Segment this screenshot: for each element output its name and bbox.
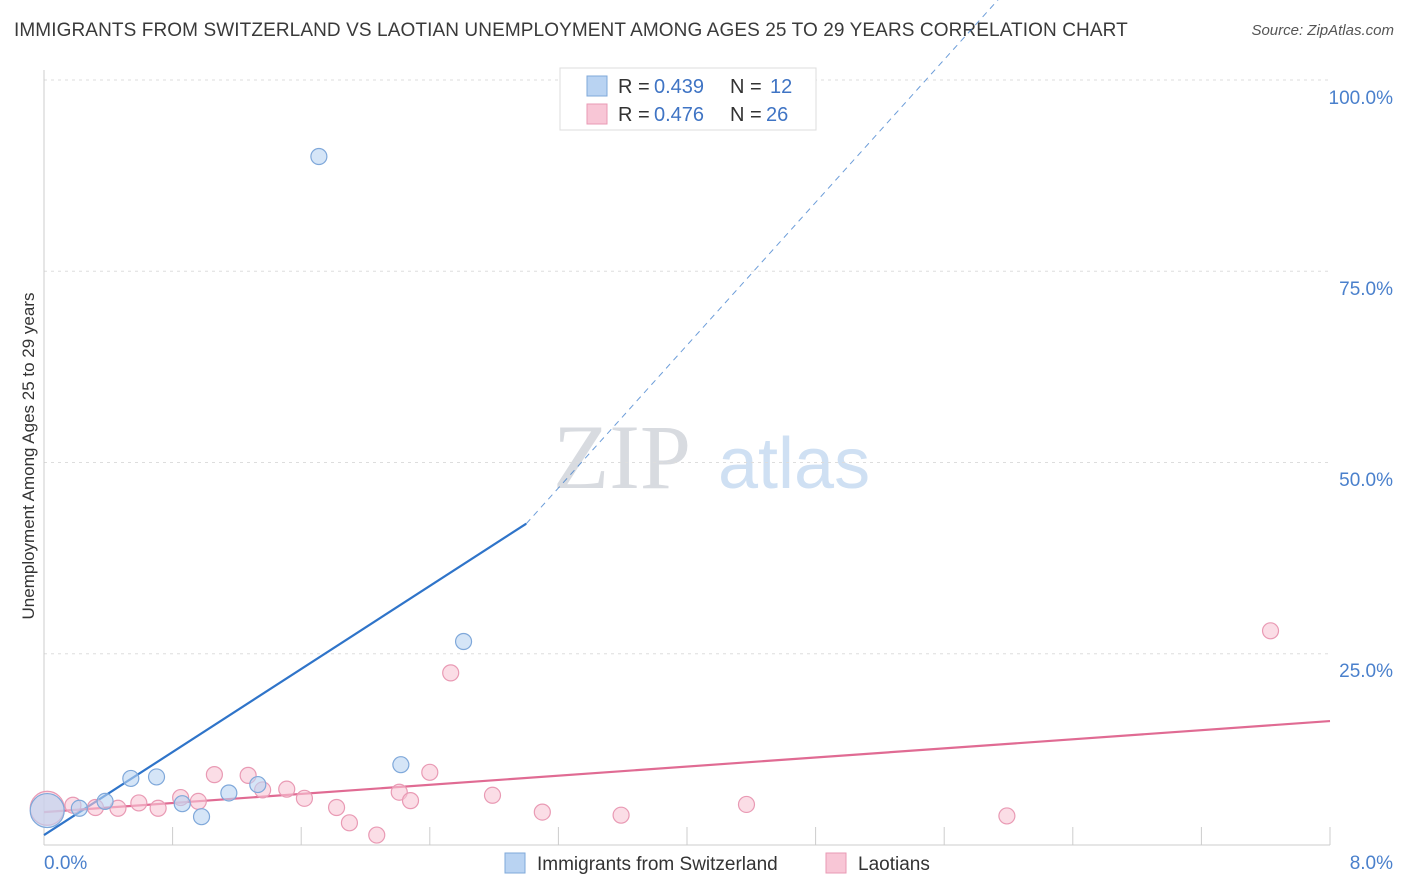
point-laotians: [205, 766, 223, 784]
point-laotians: [421, 763, 439, 781]
point-laotians: [998, 807, 1016, 825]
watermark-zip: ZIP: [553, 406, 691, 508]
point-switzerland: [147, 768, 166, 786]
x-tick-label-min: 0.0%: [44, 853, 87, 874]
point-laotians: [340, 814, 359, 832]
y-axis-label: Unemployment Among Ages 25 to 29 years: [19, 293, 38, 620]
point-switzerland: [70, 799, 88, 817]
point-laotians: [149, 799, 167, 817]
point-switzerland: [173, 795, 191, 813]
point-switzerland: [220, 784, 238, 802]
point-laotians: [327, 798, 346, 817]
legend-r-value-laotians: 0.476: [654, 104, 704, 126]
legend-n-label-switzerland: N =: [730, 76, 762, 98]
trend-line-extension-switzerland: [525, 0, 999, 525]
y-tick-labels: 100.0% 75.0% 50.0% 25.0%: [1329, 88, 1394, 682]
x-tick-label-max: 8.0%: [1350, 853, 1393, 874]
point-laotians: [442, 664, 460, 682]
point-switzerland: [122, 769, 140, 788]
trend-line-laotians: [43, 719, 1331, 814]
point-switzerland: [29, 792, 65, 829]
point-laotians: [737, 795, 756, 814]
point-laotians: [130, 794, 148, 812]
x-ticks: [172, 827, 1331, 845]
point-laotians: [278, 780, 296, 798]
data-points: [29, 147, 1280, 844]
point-laotians: [295, 789, 314, 807]
point-laotians: [189, 792, 207, 810]
series-legend: Immigrants from Switzerland Laotians: [504, 852, 930, 875]
point-switzerland: [192, 808, 211, 826]
legend-swatch-laotians: [586, 103, 608, 125]
chart-title: IMMIGRANTS FROM SWITZERLAND VS LAOTIAN U…: [14, 20, 1128, 41]
point-switzerland: [392, 756, 410, 774]
y-tick-label-25: 25.0%: [1339, 661, 1393, 682]
legend-n-label-laotians: N =: [730, 104, 762, 126]
point-switzerland: [96, 792, 114, 810]
series-legend-swatch-laotians: [825, 852, 847, 874]
legend-r-label-laotians: R =: [618, 104, 650, 126]
legend-r-label-switzerland: R =: [618, 76, 650, 98]
chart-source: Source: ZipAtlas.com: [1251, 22, 1394, 39]
legend-n-value-laotians: 26: [766, 104, 788, 126]
y-tick-label-100: 100.0%: [1329, 88, 1394, 109]
point-laotians: [533, 803, 551, 821]
point-switzerland: [310, 147, 328, 166]
legend-r-value-switzerland: 0.439: [654, 76, 704, 98]
point-laotians: [368, 826, 386, 844]
grid: [44, 79, 1330, 655]
point-laotians: [612, 806, 630, 824]
series-legend-label-switzerland: Immigrants from Switzerland: [537, 854, 778, 875]
series-legend-swatch-switzerland: [504, 852, 526, 874]
y-tick-label-50: 50.0%: [1339, 470, 1393, 491]
legend-swatch-switzerland: [586, 75, 608, 97]
series-legend-label-laotians: Laotians: [858, 854, 930, 875]
point-switzerland: [454, 632, 473, 651]
point-switzerland: [249, 775, 267, 794]
stats-legend: R = 0.439 N = 12 R = 0.476 N = 26: [559, 67, 817, 131]
legend-n-value-switzerland: 12: [770, 76, 792, 98]
y-tick-label-75: 75.0%: [1339, 279, 1393, 300]
watermark-atlas: atlas: [718, 424, 870, 504]
point-laotians: [401, 792, 420, 810]
point-laotians: [1261, 622, 1280, 640]
point-laotians: [483, 786, 502, 804]
